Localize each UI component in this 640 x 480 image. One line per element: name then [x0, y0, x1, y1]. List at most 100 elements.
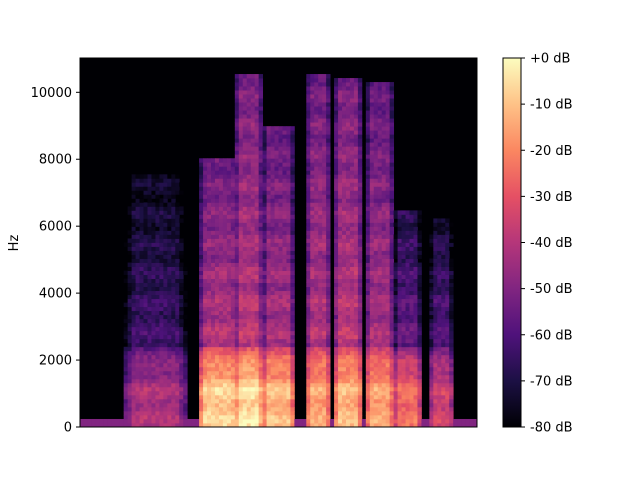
spectrogram-cell — [381, 254, 387, 259]
spectrogram-cell — [314, 378, 319, 384]
spectrogram-cell — [246, 126, 252, 131]
spectrogram-cell — [326, 214, 331, 219]
spectrogram-cell — [389, 198, 395, 203]
spectrogram-cell — [214, 286, 220, 292]
spectrogram-cell — [226, 270, 232, 275]
spectrogram-cell — [214, 314, 220, 320]
spectrogram-cell — [278, 362, 283, 368]
spectrogram-cell — [326, 94, 331, 99]
spectrogram-cell — [433, 330, 438, 336]
spectrogram-cell — [167, 286, 172, 292]
spectrogram-cell — [369, 222, 375, 227]
spectrogram-cell — [250, 158, 256, 163]
spectrogram-cell — [306, 102, 311, 107]
spectrogram-cell — [334, 302, 339, 308]
spectrogram-cell — [171, 190, 176, 195]
spectrogram-cell — [342, 302, 347, 308]
spectrogram-cell — [345, 134, 351, 139]
spectrogram-cell — [266, 262, 271, 267]
spectrogram-cell — [238, 386, 244, 392]
spectrogram-cell — [203, 282, 208, 288]
spectrogram-cell — [127, 374, 133, 380]
spectrogram-cell — [163, 246, 168, 251]
spectrogram-cell — [306, 290, 311, 296]
spectrogram-cell — [226, 322, 232, 328]
spectrogram-cell — [163, 342, 168, 348]
spectrogram-cell — [155, 174, 160, 179]
spectrogram-cell — [334, 182, 339, 187]
spectrogram-cell — [326, 190, 331, 195]
spectrogram-cell — [342, 178, 347, 183]
spectrogram-cell — [290, 198, 295, 203]
spectrogram-cell — [270, 346, 275, 352]
spectrogram-cell — [322, 346, 327, 352]
spectrogram-cell — [306, 178, 311, 183]
spectrogram-cell — [270, 370, 275, 376]
spectrogram-cell — [214, 262, 220, 267]
spectrogram-cell — [290, 278, 295, 284]
spectrogram-cell — [274, 186, 279, 191]
spectrogram-cell — [369, 138, 375, 143]
spectrogram-cell — [389, 186, 395, 191]
spectrogram-cell — [349, 390, 355, 396]
spectrogram-cell — [123, 414, 129, 420]
spectrogram-cell — [345, 218, 351, 223]
spectrogram-cell — [334, 234, 339, 239]
spectrogram-cell — [131, 398, 136, 404]
spectrogram-cell — [270, 202, 275, 207]
spectrogram-cell — [306, 134, 311, 139]
spectrogram-cell — [290, 318, 295, 324]
spectrogram-cell — [401, 350, 406, 356]
spectrogram-cell — [234, 190, 240, 195]
spectrogram-cell — [214, 306, 220, 312]
spectrogram-cell — [326, 78, 331, 83]
spectrogram-cell — [389, 154, 395, 159]
spectrogram-cell — [230, 258, 236, 263]
spectrogram-cell — [127, 346, 133, 352]
spectrogram-cell — [318, 378, 323, 384]
spectrogram-cell — [334, 142, 339, 147]
spectrogram-cell — [338, 418, 343, 424]
spectrogram-cell — [274, 214, 279, 219]
spectrogram-cell — [250, 250, 256, 255]
spectrogram-cell — [405, 230, 410, 235]
spectrogram-cell — [199, 294, 204, 300]
spectrogram-cell — [353, 338, 359, 344]
spectrogram-cell — [214, 218, 220, 223]
spectrogram-cell — [365, 138, 371, 143]
spectrogram-cell — [218, 386, 224, 392]
spectrogram-cell — [258, 150, 264, 155]
spectrogram-cell — [179, 362, 184, 368]
spectrogram-cell — [369, 382, 375, 388]
spectrogram-cell — [286, 190, 291, 195]
spectrogram-cell — [365, 274, 371, 279]
spectrogram-cell — [318, 250, 323, 255]
spectrogram-cell — [218, 422, 224, 428]
spectrogram-cell — [310, 294, 315, 300]
spectrogram-cell — [290, 350, 295, 356]
spectrogram-cell — [405, 274, 410, 279]
spectrogram-cell — [326, 210, 331, 215]
spectrogram-cell — [155, 378, 160, 384]
spectrogram-cell — [314, 362, 319, 368]
spectrogram-cell — [207, 366, 212, 372]
spectrogram-cell — [389, 274, 395, 279]
spectrogram-cell — [266, 390, 271, 396]
spectrogram-cell — [369, 398, 375, 404]
spectrogram-cell — [211, 250, 216, 255]
spectrogram-cell — [242, 306, 248, 312]
spectrogram-cell — [226, 186, 232, 191]
spectrogram-cell — [250, 302, 256, 308]
spectrogram-cell — [349, 262, 355, 267]
spectrogram-cell — [389, 294, 395, 300]
spectrogram-cell — [353, 206, 359, 211]
spectrogram-cell — [290, 234, 295, 239]
spectrogram-cell — [175, 322, 180, 328]
spectrogram-cell — [254, 78, 260, 83]
spectrogram-cell — [334, 330, 339, 336]
spectrogram-cell — [135, 190, 140, 195]
spectrogram-cell — [234, 122, 240, 127]
spectrogram-cell — [258, 358, 264, 364]
spectrogram-cell — [357, 378, 363, 384]
spectrogram-cell — [139, 358, 144, 364]
